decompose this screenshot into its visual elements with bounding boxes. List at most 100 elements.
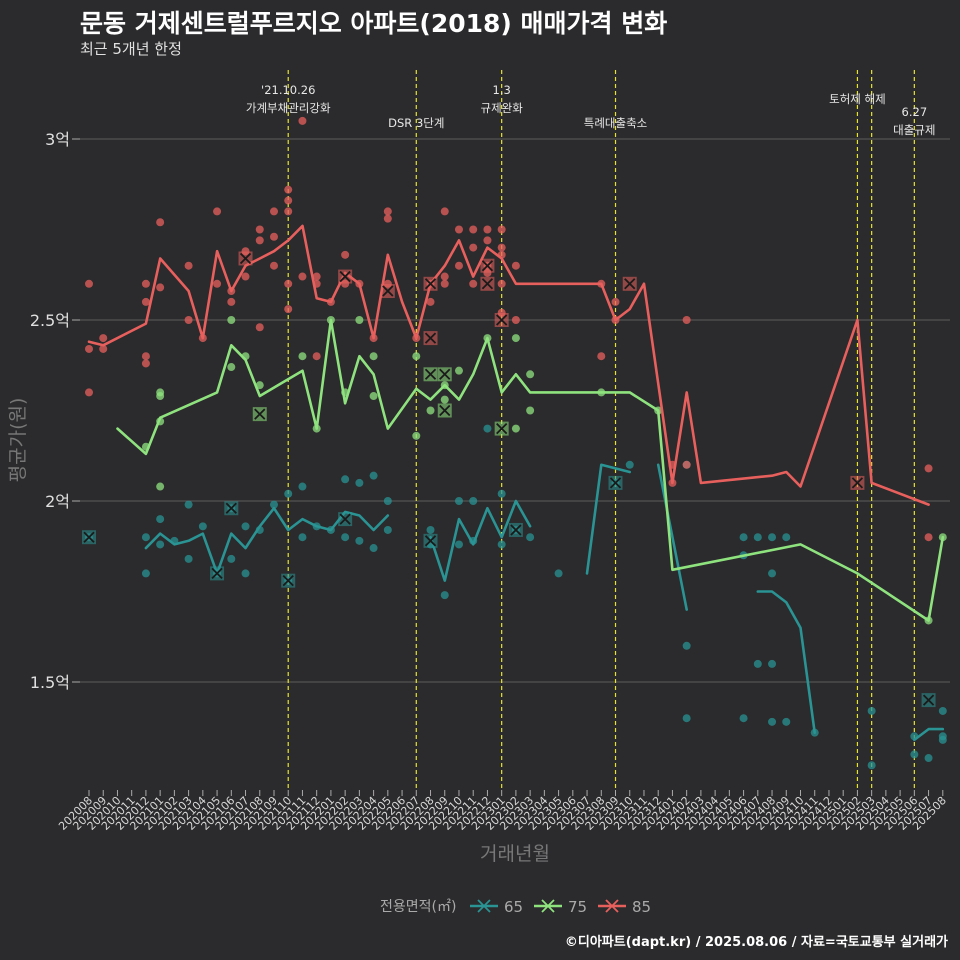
series-75-point — [369, 392, 378, 401]
series-85-point — [383, 214, 392, 223]
series-85-point — [497, 243, 506, 252]
series-65-point — [369, 544, 378, 553]
series-85-point — [85, 279, 93, 288]
series-65-point — [753, 659, 762, 668]
series-65-cross — [338, 512, 353, 527]
series-65-point — [198, 522, 207, 531]
series-65-point — [298, 482, 307, 491]
series-85-point — [284, 207, 293, 216]
series-65-point — [383, 497, 392, 505]
series-85-point — [924, 533, 933, 542]
series-65-cross — [224, 501, 239, 516]
series-85-point — [213, 279, 222, 288]
series-65-point — [497, 540, 506, 549]
series-85-cross — [480, 276, 495, 291]
cross-lines — [424, 332, 437, 344]
series-65-point — [284, 489, 293, 498]
cross-lines — [481, 260, 494, 272]
series-65-point — [782, 717, 791, 726]
series-65-cross — [508, 522, 523, 537]
series-65-line — [756, 590, 816, 734]
cross-lines — [624, 278, 636, 290]
series-85-point — [426, 297, 435, 306]
series-85-point — [312, 272, 321, 281]
series-85-point — [269, 232, 278, 241]
series-65-point — [867, 706, 876, 715]
series-85-point — [141, 352, 150, 361]
series-65-point — [141, 569, 150, 578]
series-85-point — [141, 359, 150, 368]
series-85-point — [924, 464, 933, 473]
series-75-point — [426, 406, 435, 415]
series-85-point — [255, 323, 264, 332]
series-65-point — [910, 750, 919, 759]
series-65-point — [682, 714, 691, 723]
series-85-cross — [423, 276, 438, 291]
cross-lines — [496, 314, 508, 326]
series-65-point — [156, 515, 165, 524]
cross-lines — [424, 278, 437, 290]
series-75-point — [412, 431, 421, 440]
series-85-point — [269, 261, 278, 270]
event-annotation-text: 대출규제 — [893, 123, 935, 137]
series-85-point — [469, 225, 478, 234]
series-85-point — [184, 316, 193, 324]
series-65-point — [426, 525, 435, 534]
series-85-point — [611, 297, 620, 306]
series-85-point — [156, 218, 165, 227]
series-85-point — [255, 236, 264, 245]
event-annotation-text: DSR 3단계 — [388, 116, 444, 130]
series-75-point — [440, 395, 449, 404]
series-75-cross — [494, 421, 509, 436]
series-65-line — [656, 463, 688, 611]
series-65-point — [184, 500, 193, 509]
series-75-point — [412, 352, 421, 361]
series-65-point — [682, 641, 691, 650]
event-annotation-text: 규제완화 — [481, 101, 524, 115]
series-65-line — [585, 463, 631, 575]
series-65-point — [156, 540, 165, 549]
series-65-point — [924, 754, 933, 763]
y-tick-label: 3억 — [45, 130, 70, 149]
series-65-point — [298, 533, 307, 542]
series-85-point — [454, 225, 463, 234]
cross-lines — [339, 513, 351, 525]
series-85-point — [85, 388, 93, 397]
series-75-cross — [423, 367, 438, 382]
data-marks — [82, 116, 947, 770]
cross-lines — [496, 422, 508, 435]
series-75-point — [526, 406, 535, 415]
series-85-point — [341, 250, 350, 259]
series-65-cross — [281, 573, 296, 588]
series-85-point — [156, 283, 165, 292]
series-75-cross — [437, 403, 452, 418]
series-65-line — [913, 727, 945, 742]
series-85-point — [454, 261, 463, 270]
series-75-point — [156, 482, 165, 491]
legend-label-75: 75 — [568, 898, 587, 916]
series-65-cross — [423, 533, 438, 548]
series-85-cross — [494, 313, 509, 327]
series-65-point — [341, 475, 350, 484]
grid-lines — [80, 138, 950, 683]
event-annotation-text: '21.10.26 — [261, 83, 315, 97]
series-65-cross — [82, 530, 96, 545]
series-65-point — [768, 659, 777, 668]
series-75-point — [369, 352, 378, 361]
series-85-point — [213, 207, 222, 216]
series-65-point — [454, 540, 463, 549]
series-85-point — [469, 279, 478, 288]
cross-lines — [851, 477, 864, 489]
series-85-point — [284, 185, 293, 194]
series-85-point — [284, 305, 293, 314]
series-85-point — [511, 316, 520, 324]
series-85-point — [298, 116, 307, 125]
series-75-point — [511, 334, 520, 343]
series-85-point — [298, 272, 307, 281]
series-85-point — [469, 243, 478, 252]
chart-subtitle: 최근 5개년 한정 — [80, 40, 182, 58]
series-65-cross — [608, 475, 623, 490]
series-65-point — [227, 554, 236, 563]
series-65-line — [429, 499, 532, 582]
